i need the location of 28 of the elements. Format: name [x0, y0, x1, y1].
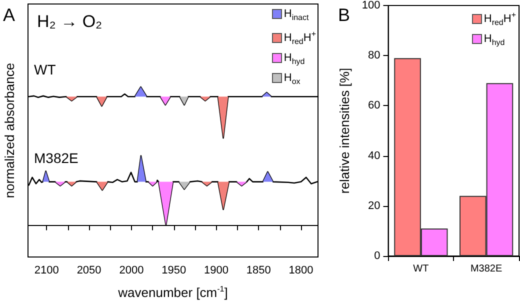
- x-tick-label: M382E: [470, 264, 502, 274]
- legend-label: H$_{hyd}$: [484, 32, 505, 48]
- legend-label: H$_{ox}$: [284, 72, 300, 86]
- y-tick-label: 60: [368, 100, 380, 112]
- x-tick-label: 2100: [34, 264, 59, 276]
- x-tick-label: 1800: [288, 264, 314, 276]
- x-tick-label: WT: [413, 264, 429, 274]
- legend-label: H$_{inact}$: [284, 8, 309, 22]
- y-tick-label: 20: [368, 200, 380, 212]
- y-tick-label: 40: [368, 150, 380, 162]
- x-tick-label: 2000: [119, 264, 144, 276]
- chart-title: H₂ → O₂: [37, 12, 102, 31]
- x-tick-label: 2050: [76, 264, 102, 276]
- series-label: WT: [34, 62, 56, 78]
- y-tick-label: 80: [368, 50, 380, 62]
- legend-label: H$_{hyd}$: [284, 52, 305, 66]
- text: B: [338, 5, 350, 25]
- legend-label: H$_{red}$H$^{+}$: [484, 10, 516, 27]
- y-tick-label: 100: [362, 0, 380, 12]
- y-axis-title: normalized absorbance: [2, 62, 17, 198]
- y-axis-title: relative intensities [%]: [337, 68, 352, 194]
- legend-label: H$_{red}$H$^{+}$: [284, 29, 316, 46]
- y-tick-label: 0: [374, 250, 380, 262]
- text: A: [3, 5, 16, 25]
- x-tick-label: 1900: [204, 264, 228, 276]
- x-tick-label: 1950: [162, 264, 186, 276]
- series-label: M382E: [34, 150, 78, 166]
- x-tick-label: 1850: [246, 264, 271, 276]
